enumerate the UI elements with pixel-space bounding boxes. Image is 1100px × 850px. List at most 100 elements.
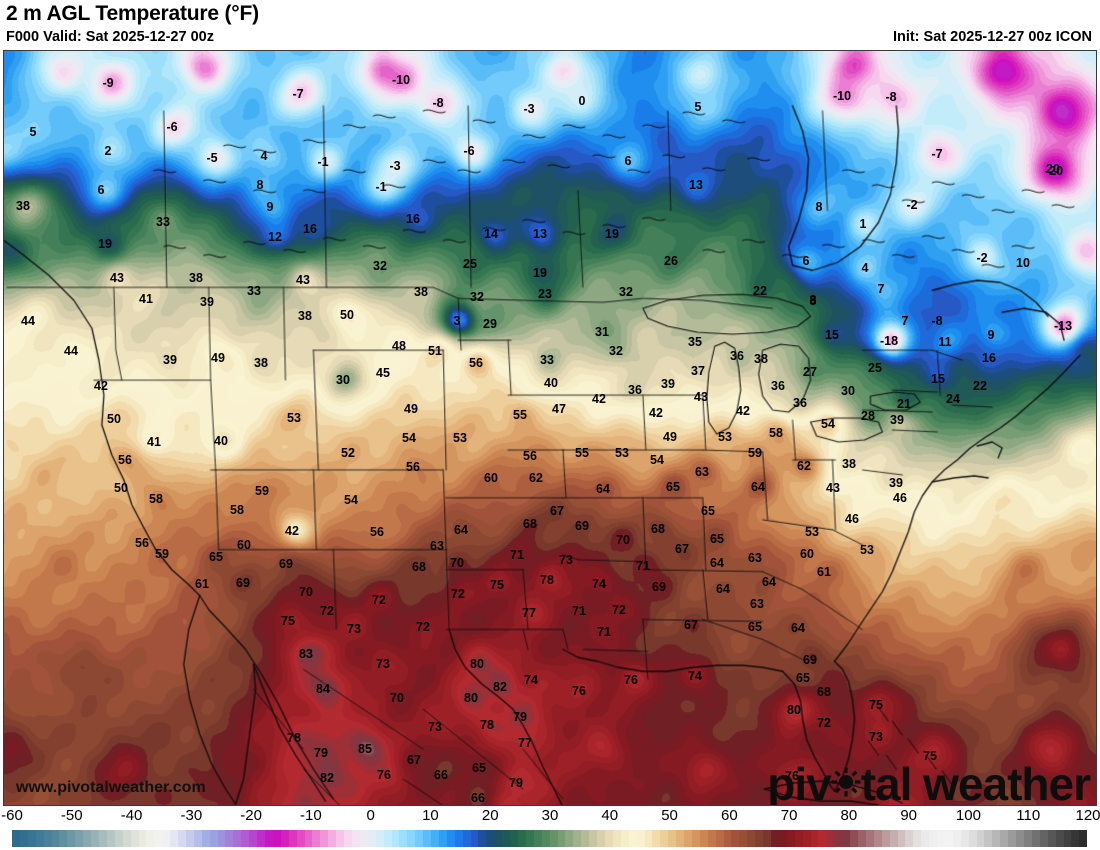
colorbar-tick: -20 [240, 807, 262, 824]
colorbar-swatch [660, 830, 669, 847]
colorbar-swatch [810, 830, 819, 847]
colorbar-gradient[interactable] [12, 830, 1088, 847]
colorbar-swatch [573, 830, 582, 847]
colorbar-swatch [114, 830, 123, 847]
colorbar-tick: 90 [900, 807, 917, 824]
watermark-url: www.pivotalweather.com [16, 779, 206, 796]
colorbar-swatch [755, 830, 764, 847]
colorbar-swatch [83, 830, 92, 847]
colorbar-swatch [249, 830, 258, 847]
colorbar-swatch [67, 830, 76, 847]
colorbar-swatch [549, 830, 558, 847]
colorbar-swatch [644, 830, 653, 847]
colorbar-swatch [1031, 830, 1040, 847]
colorbar-swatch [620, 830, 629, 847]
colorbar-swatch [1063, 830, 1072, 847]
colorbar-swatch [818, 830, 827, 847]
colorbar-swatch [241, 830, 250, 847]
colorbar-tick: -50 [60, 807, 83, 824]
colorbar-swatch [106, 830, 115, 847]
colorbar-swatch [786, 830, 795, 847]
colorbar-tick: 50 [661, 807, 678, 824]
colorbar-tick: 30 [541, 807, 559, 824]
colorbar-tick: -60 [1, 807, 23, 824]
valid-time-label: F000 Valid: Sat 2025-12-27 00z [6, 29, 214, 45]
colorbar-swatch [518, 830, 526, 847]
colorbar-swatch [881, 830, 890, 847]
colorbar-swatch [328, 830, 337, 847]
colorbar-swatch [707, 830, 716, 847]
colorbar-tick: 110 [1016, 807, 1041, 824]
map-header: 2 m AGL Temperature (°F) F000 Valid: Sat… [0, 0, 1100, 50]
colorbar-swatch [937, 830, 945, 847]
colorbar-swatch [1039, 830, 1048, 847]
colorbar-swatch [889, 830, 898, 847]
colorbar-swatch [367, 830, 376, 847]
colorbar-swatch [628, 830, 637, 847]
colorbar-region: -60 -50 -40 -30 -20 -10 0 10 20 30 40 50 60 70 80 90 100… [0, 806, 1100, 850]
colorbar-swatch [541, 830, 550, 847]
colorbar-swatch [446, 830, 455, 847]
colorbar-swatch [652, 830, 661, 847]
colorbar-swatch [272, 830, 281, 847]
colorbar-swatch [581, 830, 590, 847]
colorbar-swatch [162, 830, 171, 847]
colorbar-swatch [193, 830, 202, 847]
colorbar-swatch [431, 830, 439, 847]
colorbar-swatch [565, 830, 574, 847]
logo-text-part1: piv [767, 758, 831, 806]
colorbar-swatch [407, 830, 416, 847]
colorbar-swatch [1024, 830, 1032, 847]
colorbar-swatch [612, 830, 621, 847]
colorbar-swatch [715, 830, 724, 847]
colorbar-tick: 100 [955, 807, 981, 824]
colorbar-swatch [470, 830, 479, 847]
colorbar-swatch [842, 830, 851, 847]
colorbar-swatch [201, 830, 210, 847]
colorbar-swatch [763, 830, 771, 847]
colorbar-swatch [494, 830, 503, 847]
colorbar-swatch [320, 830, 329, 847]
colorbar-tick: 0 [366, 807, 375, 824]
colorbar-swatch [35, 830, 44, 847]
colorbar-swatch [929, 830, 938, 847]
colorbar-swatch [802, 830, 811, 847]
init-time-label: Init: Sat 2025-12-27 00z ICON [892, 29, 1092, 45]
colorbar-swatch [668, 830, 677, 847]
colorbar-swatch [921, 830, 930, 847]
colorbar-swatch [834, 830, 843, 847]
colorbar-swatch [51, 830, 60, 847]
colorbar-swatch [19, 830, 28, 847]
colorbar-swatch [739, 830, 748, 847]
pivotal-weather-logo: piv [767, 757, 1091, 806]
colorbar-swatch [12, 830, 20, 847]
colorbar-swatch [351, 830, 360, 847]
colorbar-swatch [691, 830, 700, 847]
colorbar-tick: 40 [601, 807, 619, 824]
colorbar-swatch [478, 830, 487, 847]
colorbar-swatch [146, 830, 155, 847]
colorbar-tick: 10 [422, 807, 439, 824]
colorbar-swatch [604, 830, 613, 847]
colorbar-swatch [1047, 830, 1056, 847]
colorbar-swatch [589, 830, 598, 847]
colorbar-swatch [391, 830, 400, 847]
colorbar-tick: -30 [180, 807, 203, 824]
colorbar-swatch [1079, 830, 1088, 847]
colorbar-swatch [138, 830, 147, 847]
colorbar-swatch [438, 830, 447, 847]
colorbar-swatch [731, 830, 740, 847]
colorbar-swatch [913, 830, 922, 847]
colorbar-swatch [423, 830, 432, 847]
colorbar-swatch [122, 830, 131, 847]
colorbar-swatch [336, 830, 345, 847]
colorbar-swatch [178, 830, 186, 847]
colorbar-swatch [98, 830, 107, 847]
colorbar-swatch [976, 830, 985, 847]
colorbar-swatch [897, 830, 906, 847]
colorbar-swatch [1000, 830, 1009, 847]
colorbar-swatch [280, 830, 289, 847]
temperature-map[interactable]: -9 -10 -7 -8 -3 0 5 -10 -8 5 2 -6 -5 4 -1 -3 -6 6 6 8 -1 13 -7… [3, 50, 1097, 806]
colorbar-swatch [676, 830, 685, 847]
colorbar-swatch [209, 830, 218, 847]
